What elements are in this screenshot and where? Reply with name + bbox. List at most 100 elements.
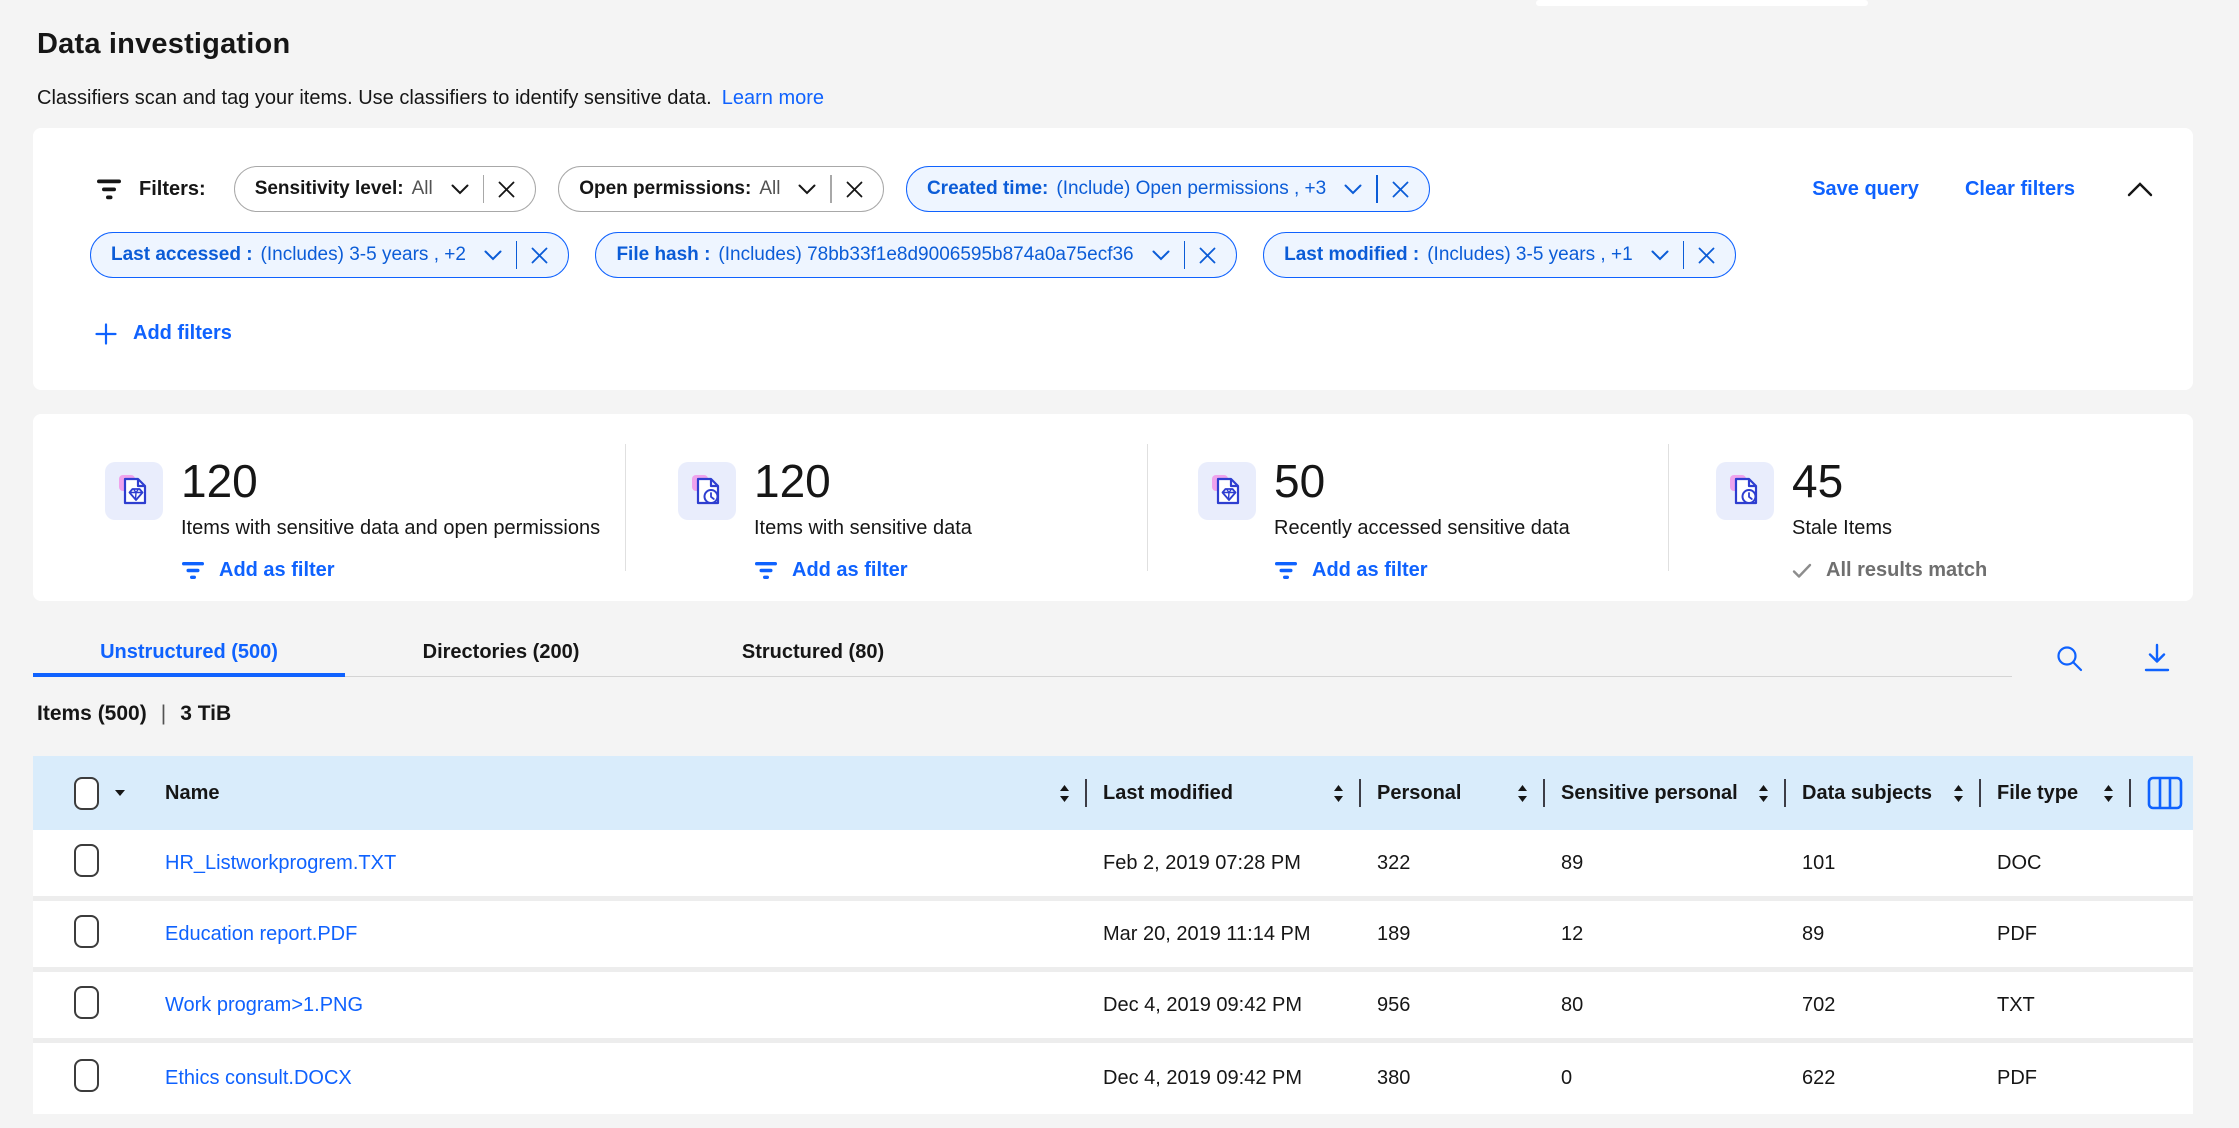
page-header: Data investigation Classifiers scan and … [37,28,824,110]
sort-icon[interactable] [1332,784,1345,803]
table-body: HR_Listworkprogrem.TXT Feb 2, 2019 07:28… [33,830,2193,1114]
cell-last-modified: Dec 4, 2019 09:42 PM [1103,1067,1303,1089]
cell-file-type: DOC [1997,851,2042,874]
cell-data-subjects: 702 [1802,993,1836,1016]
plus-icon [95,322,117,345]
cell-data-subjects: 89 [1802,922,1825,945]
add-as-filter-button[interactable]: Add as filter [1274,559,1570,582]
close-icon[interactable] [846,181,863,198]
row-checkbox[interactable] [74,985,99,1019]
stat-action-label: Add as filter [792,559,908,581]
table-row: Work program>1.PNG Dec 4, 2019 09:42 PM … [33,972,2193,1043]
tab-structured-80[interactable]: Structured (80) [657,628,969,677]
chevron-down-icon[interactable] [484,250,502,261]
chevron-down-icon[interactable] [451,184,469,195]
file-name-link[interactable]: HR_Listworkprogrem.TXT [165,851,397,874]
row-checkbox[interactable] [74,914,99,948]
cell-file-type: TXT [1997,993,2035,1016]
close-icon[interactable] [498,181,515,198]
cell-personal: 380 [1377,1067,1411,1089]
column-divider [1784,779,1786,807]
learn-more-link[interactable]: Learn more [721,87,825,109]
filter-chip-last-modified[interactable]: Last modified : (Includes) 3-5 years , +… [1263,232,1737,278]
page-subtitle: Classifiers scan and tag your items. Use… [37,87,824,110]
sort-icon[interactable] [1058,784,1071,803]
file-name-link[interactable]: Ethics consult.DOCX [165,1067,352,1089]
chip-divider [482,175,485,203]
sort-icon[interactable] [1516,784,1529,803]
column-header-name[interactable]: Name [165,756,1103,830]
chip-label: Last accessed : [111,244,253,265]
column-header-sensitive-personal[interactable]: Sensitive personal [1561,756,1802,830]
chevron-down-icon[interactable] [1152,250,1170,261]
document-clock-icon [687,471,727,511]
download-icon[interactable] [2142,642,2172,675]
add-as-filter-button[interactable]: Add as filter [754,559,972,582]
clear-filters-link[interactable]: Clear filters [1964,177,2075,200]
chip-value: (Include) Open permissions , +3 [1056,178,1327,199]
close-icon[interactable] [1698,247,1715,264]
stats-panel: 120 Items with sensitive data and open p… [33,414,2193,601]
row-checkbox[interactable] [74,843,99,877]
column-header-file-type[interactable]: File type [1997,756,2147,830]
items-summary: Items (500) | 3 TiB [37,702,231,726]
stat-label: Stale Items [1792,517,1893,539]
table-row: Education report.PDF Mar 20, 2019 11:14 … [33,901,2193,972]
filter-chip-created-time[interactable]: Created time: (Include) Open permissions… [905,166,1430,212]
filter-chips-row-2: Last accessed : (Includes) 3-5 years , +… [90,232,2153,278]
sort-icon[interactable] [1952,784,1965,803]
add-as-filter-button[interactable]: Add as filter [181,559,600,582]
horizontal-scrollbar[interactable] [1536,0,1868,6]
stat-value: 120 [754,455,831,507]
row-checkbox[interactable] [74,1059,99,1092]
chevron-down-icon[interactable] [1344,184,1362,195]
tab-directories-200[interactable]: Directories (200) [345,628,657,677]
caret-down-icon[interactable] [114,789,126,797]
save-query-link[interactable]: Save query [1812,177,1919,200]
close-icon[interactable] [1392,181,1409,198]
file-name-link[interactable]: Education report.PDF [165,922,358,945]
column-divider [1543,779,1545,807]
column-header-data-subjects[interactable]: Data subjects [1802,756,1997,830]
items-size: 3 TiB [180,702,232,725]
page-subtitle-text: Classifiers scan and tag your items. Use… [37,87,712,109]
chevron-down-icon[interactable] [798,184,816,195]
tab-label: Structured (80) [741,641,885,663]
table-row: HR_Listworkprogrem.TXT Feb 2, 2019 07:28… [33,830,2193,901]
add-filters-label: Add filters [133,322,232,344]
search-icon[interactable] [2053,642,2086,675]
column-divider [1359,779,1361,807]
items-count: Items (500) [37,702,147,725]
column-header-personal[interactable]: Personal [1377,756,1561,830]
all-results-match: All results match [1792,559,1987,582]
columns-settings-icon[interactable] [2147,776,2183,810]
stat-action-label: Add as filter [219,559,335,581]
cell-data-subjects: 622 [1802,1067,1836,1089]
filter-chip-file-hash[interactable]: File hash : (Includes) 78bb33f1e8d900659… [595,232,1238,278]
table-row: Ethics consult.DOCX Dec 4, 2019 09:42 PM… [33,1043,2193,1114]
chevron-down-icon[interactable] [1651,250,1669,261]
stat-card-1: 120 Items with sensitive data and open p… [33,444,625,581]
chip-divider [1682,241,1685,269]
filter-chip-sensitivity-level[interactable]: Sensitivity level: All [233,166,537,212]
check-icon [1792,563,1812,579]
add-filters-button[interactable]: Add filters [95,322,232,345]
cell-personal: 956 [1377,993,1411,1016]
filter-panel: Filters: Sensitivity level: All Open per… [33,128,2193,390]
collapse-chevron-icon[interactable] [2127,181,2153,197]
tab-unstructured-500[interactable]: Unstructured (500) [33,628,345,677]
filter-chip-last-accessed[interactable]: Last accessed : (Includes) 3-5 years , +… [90,232,570,278]
close-icon[interactable] [1199,247,1216,264]
filter-icon [95,178,123,201]
page-title: Data investigation [37,28,291,60]
file-name-link[interactable]: Work program>1.PNG [165,993,364,1016]
close-icon[interactable] [531,247,548,264]
select-all-checkbox[interactable] [74,776,99,810]
filter-chip-open-permissions[interactable]: Open permissions: All [558,166,884,212]
sort-icon[interactable] [1757,784,1770,803]
column-header-last-modified[interactable]: Last modified [1103,756,1377,830]
stat-value: 45 [1792,455,1844,507]
cell-personal: 322 [1377,851,1411,874]
filter-icon [754,561,778,580]
sort-icon[interactable] [2102,784,2115,803]
